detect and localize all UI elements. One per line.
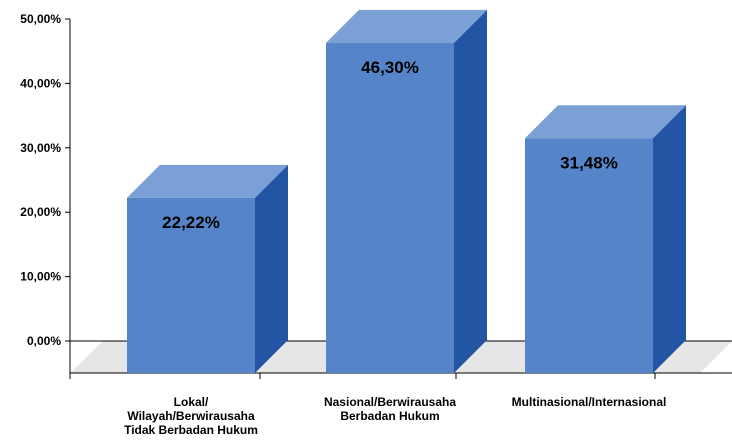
bar-front-face xyxy=(525,138,653,373)
x-category-label: Multinasional/Internasional xyxy=(512,395,667,409)
bar-side-face xyxy=(454,9,487,373)
bar-1 xyxy=(127,164,288,373)
bar-top-face xyxy=(127,164,288,198)
x-category-label: Lokal/Wilayah/Berwirausaha Tidak Berbadan… xyxy=(124,395,258,437)
bar-value-label: 31,48% xyxy=(560,153,618,172)
y-tick-label: 50,00% xyxy=(20,12,61,26)
bar-side-face xyxy=(255,164,288,373)
bar-front-face xyxy=(127,197,255,373)
y-tick-label: 30,00% xyxy=(20,141,61,155)
bar-top-face xyxy=(326,9,487,43)
x-category-label: Nasional/Berwirausaha Berbadan Hukum xyxy=(324,395,456,423)
y-tick-label: 40,00% xyxy=(20,76,61,90)
bar-3 xyxy=(525,105,686,373)
bar-value-label: 46,30% xyxy=(361,58,419,77)
bar-2 xyxy=(326,9,487,373)
bar-front-face xyxy=(326,42,454,373)
bar-side-face xyxy=(653,105,686,373)
y-tick-label: 20,00% xyxy=(20,205,61,219)
y-tick-label: 10,00% xyxy=(20,270,61,284)
y-tick-label: 0,00% xyxy=(27,334,61,348)
bar-value-label: 22,22% xyxy=(162,213,220,232)
bar-top-face xyxy=(525,105,686,139)
